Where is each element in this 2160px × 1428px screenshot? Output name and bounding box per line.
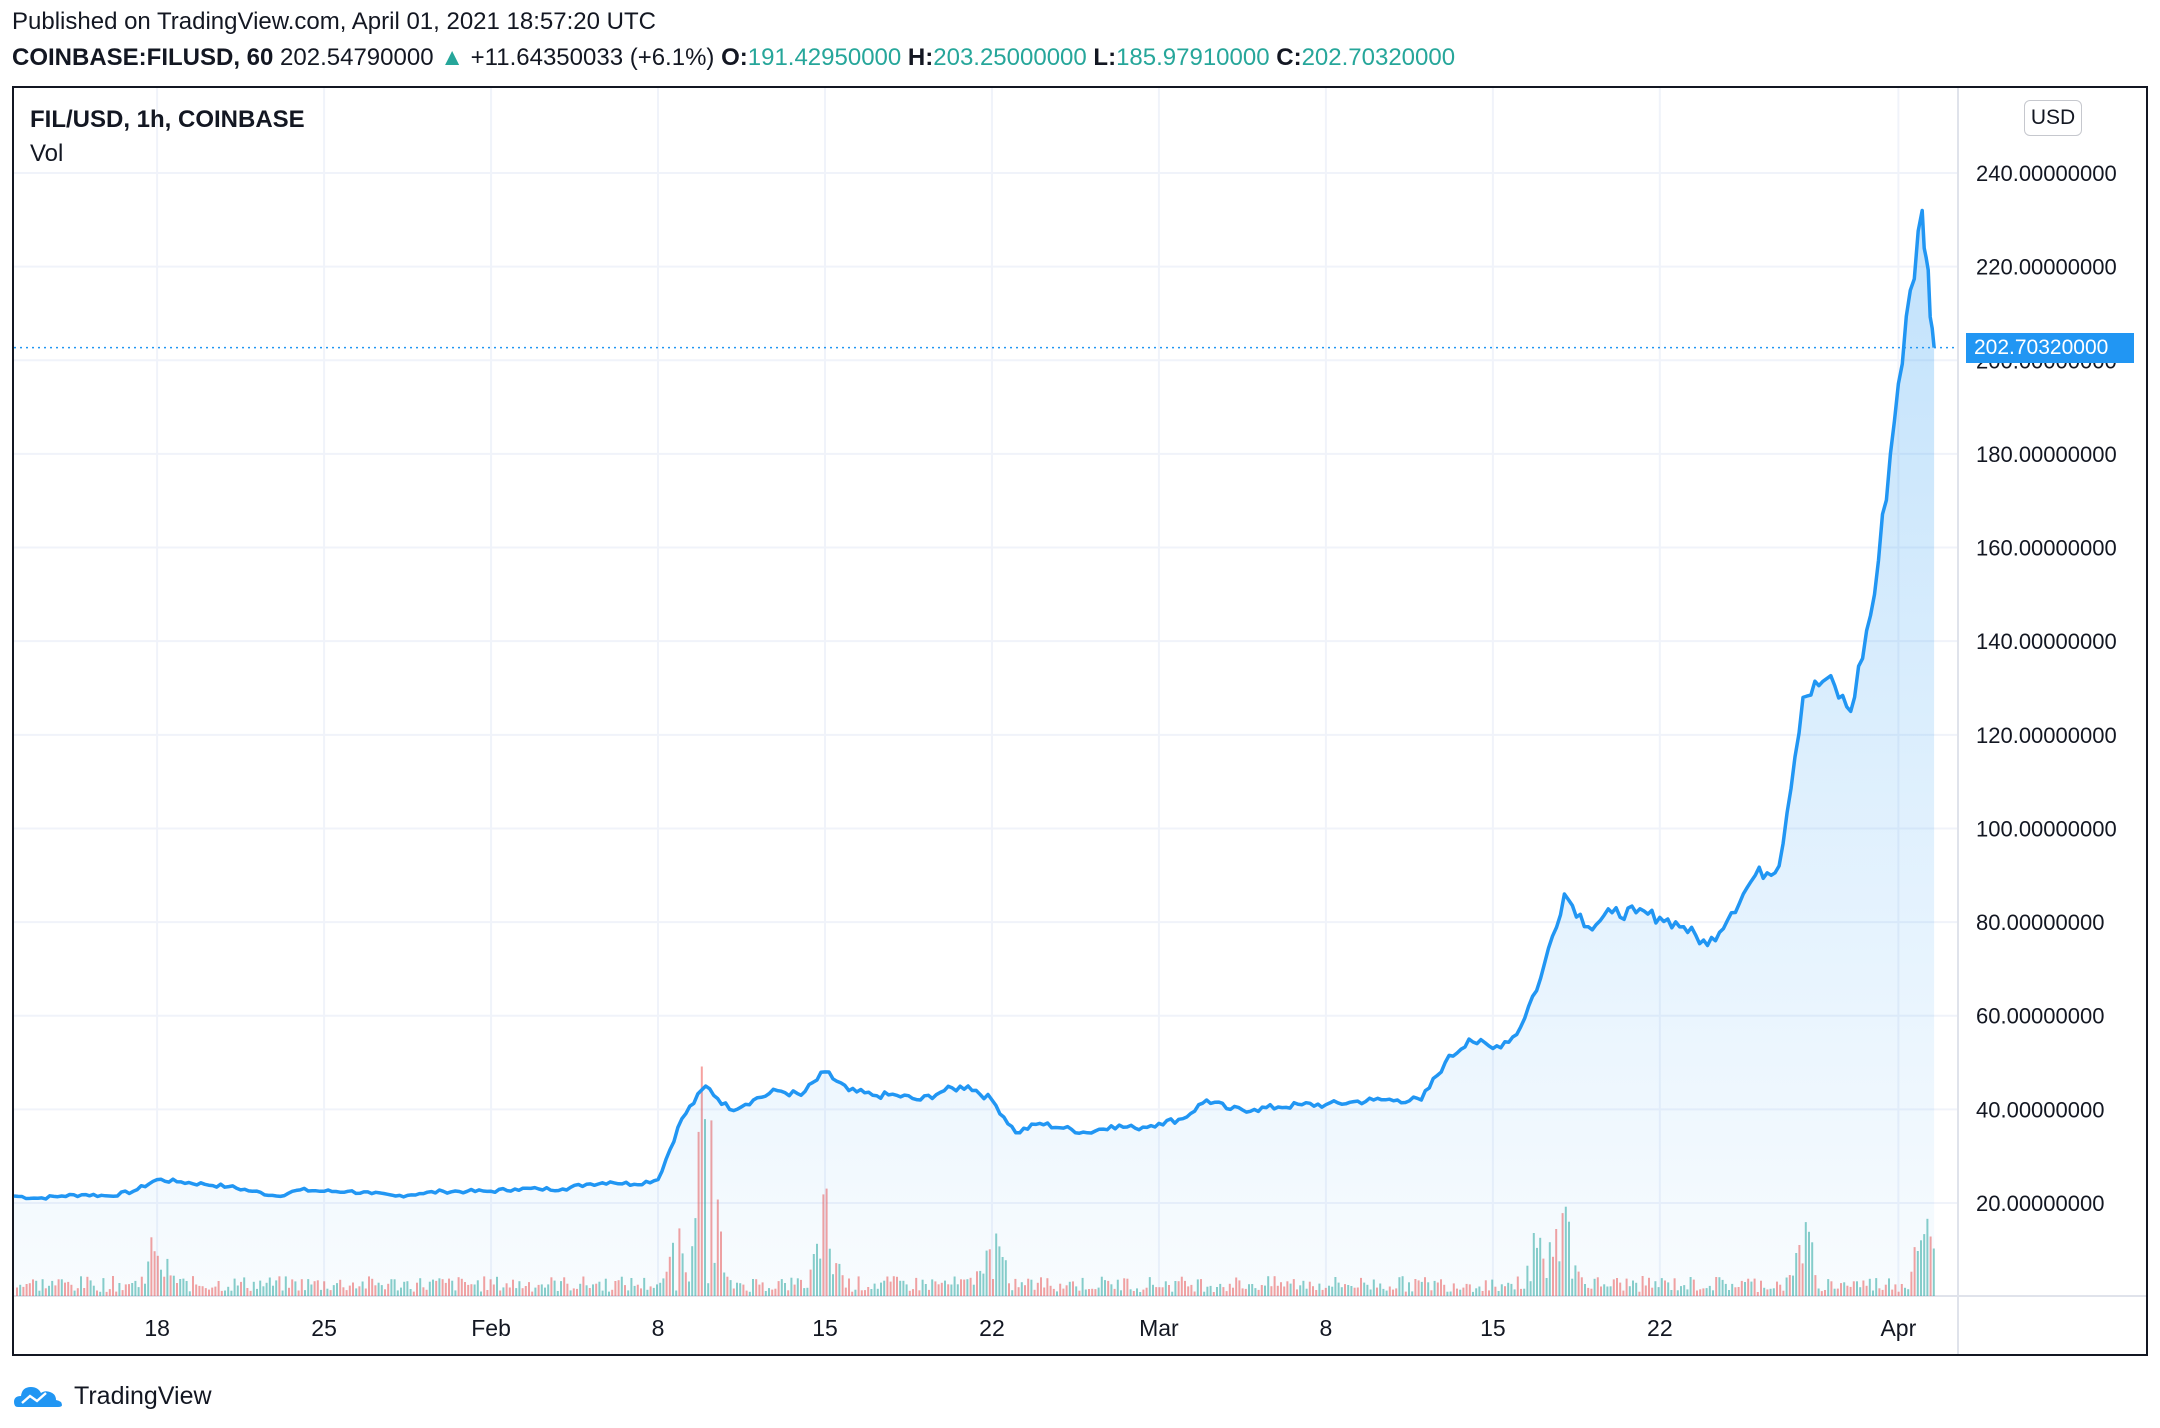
low-label: L:	[1093, 44, 1117, 71]
chart-legend-volume: Vol	[30, 140, 64, 167]
current-price: 202.54790000	[280, 44, 434, 71]
x-tick-label: 15	[812, 1315, 838, 1341]
high-value: 203.25000000	[933, 44, 1087, 71]
y-tick-label: 20.00000000	[1976, 1191, 2104, 1216]
close-value: 202.70320000	[1301, 44, 1456, 71]
y-tick-label: 100.00000000	[1976, 816, 2117, 841]
chart-legend-main: FIL/USD, 1h, COINBASE	[30, 106, 305, 133]
x-tick-label: 8	[1320, 1315, 1333, 1341]
x-tick-label: 8	[652, 1315, 665, 1341]
price-area	[13, 208, 1958, 1296]
y-tick-label: 240.00000000	[1976, 161, 2117, 186]
footer-brand: TradingView	[74, 1381, 212, 1410]
close-label: C:	[1276, 44, 1302, 71]
high-label: H:	[907, 44, 934, 71]
x-tick-label: Apr	[1880, 1315, 1916, 1341]
published-caption: Published on TradingView.com, April 01, …	[12, 8, 656, 35]
price-area-fill	[14, 210, 1935, 1296]
x-tick-label: 22	[1647, 1315, 1673, 1341]
y-tick-label: 140.00000000	[1976, 629, 2117, 654]
open-label: O:	[721, 44, 748, 71]
y-tick-label: 60.00000000	[1976, 1004, 2104, 1029]
x-axis-labels: 18 25 Feb 8 15 22 Mar 8 15 22 Apr	[144, 1315, 1916, 1341]
low-value: 185.97910000	[1116, 44, 1270, 71]
y-tick-label: 40.00000000	[1976, 1097, 2104, 1122]
y-tick-label: 180.00000000	[1976, 442, 2117, 467]
y-tick-label: 80.00000000	[1976, 910, 2104, 935]
y-tick-label: 120.00000000	[1976, 723, 2117, 748]
x-tick-label: 15	[1480, 1315, 1506, 1341]
tradingview-logo-icon	[14, 1387, 62, 1407]
chart-frame	[12, 86, 2148, 1356]
x-tick-label: 18	[144, 1315, 170, 1341]
x-tick-label: 25	[311, 1315, 337, 1341]
price-line	[13, 208, 1936, 1201]
x-tick-label: 22	[979, 1315, 1005, 1341]
symbol-label: COINBASE:FILUSD, 60	[12, 44, 274, 71]
footer: TradingView	[12, 1376, 212, 1416]
ohlc-header: COINBASE:FILUSD, 60 202.54790000 ▲ +11.6…	[12, 44, 1455, 72]
x-tick-label: Feb	[471, 1315, 511, 1341]
currency-button[interactable]: USD	[2024, 100, 2082, 136]
x-tick-label: Mar	[1139, 1315, 1179, 1341]
y-tick-label: 160.00000000	[1976, 536, 2117, 561]
up-arrow-icon: ▲	[440, 44, 464, 71]
y-axis-labels: 20.00000000 40.00000000 60.00000000 80.0000…	[1976, 161, 2117, 1216]
open-value: 191.42950000	[747, 44, 902, 71]
y-tick-label: 220.00000000	[1976, 255, 2117, 280]
last-price-label: 202.70320000	[1966, 332, 2134, 363]
price-change: +11.64350033 (+6.1%)	[470, 44, 715, 71]
